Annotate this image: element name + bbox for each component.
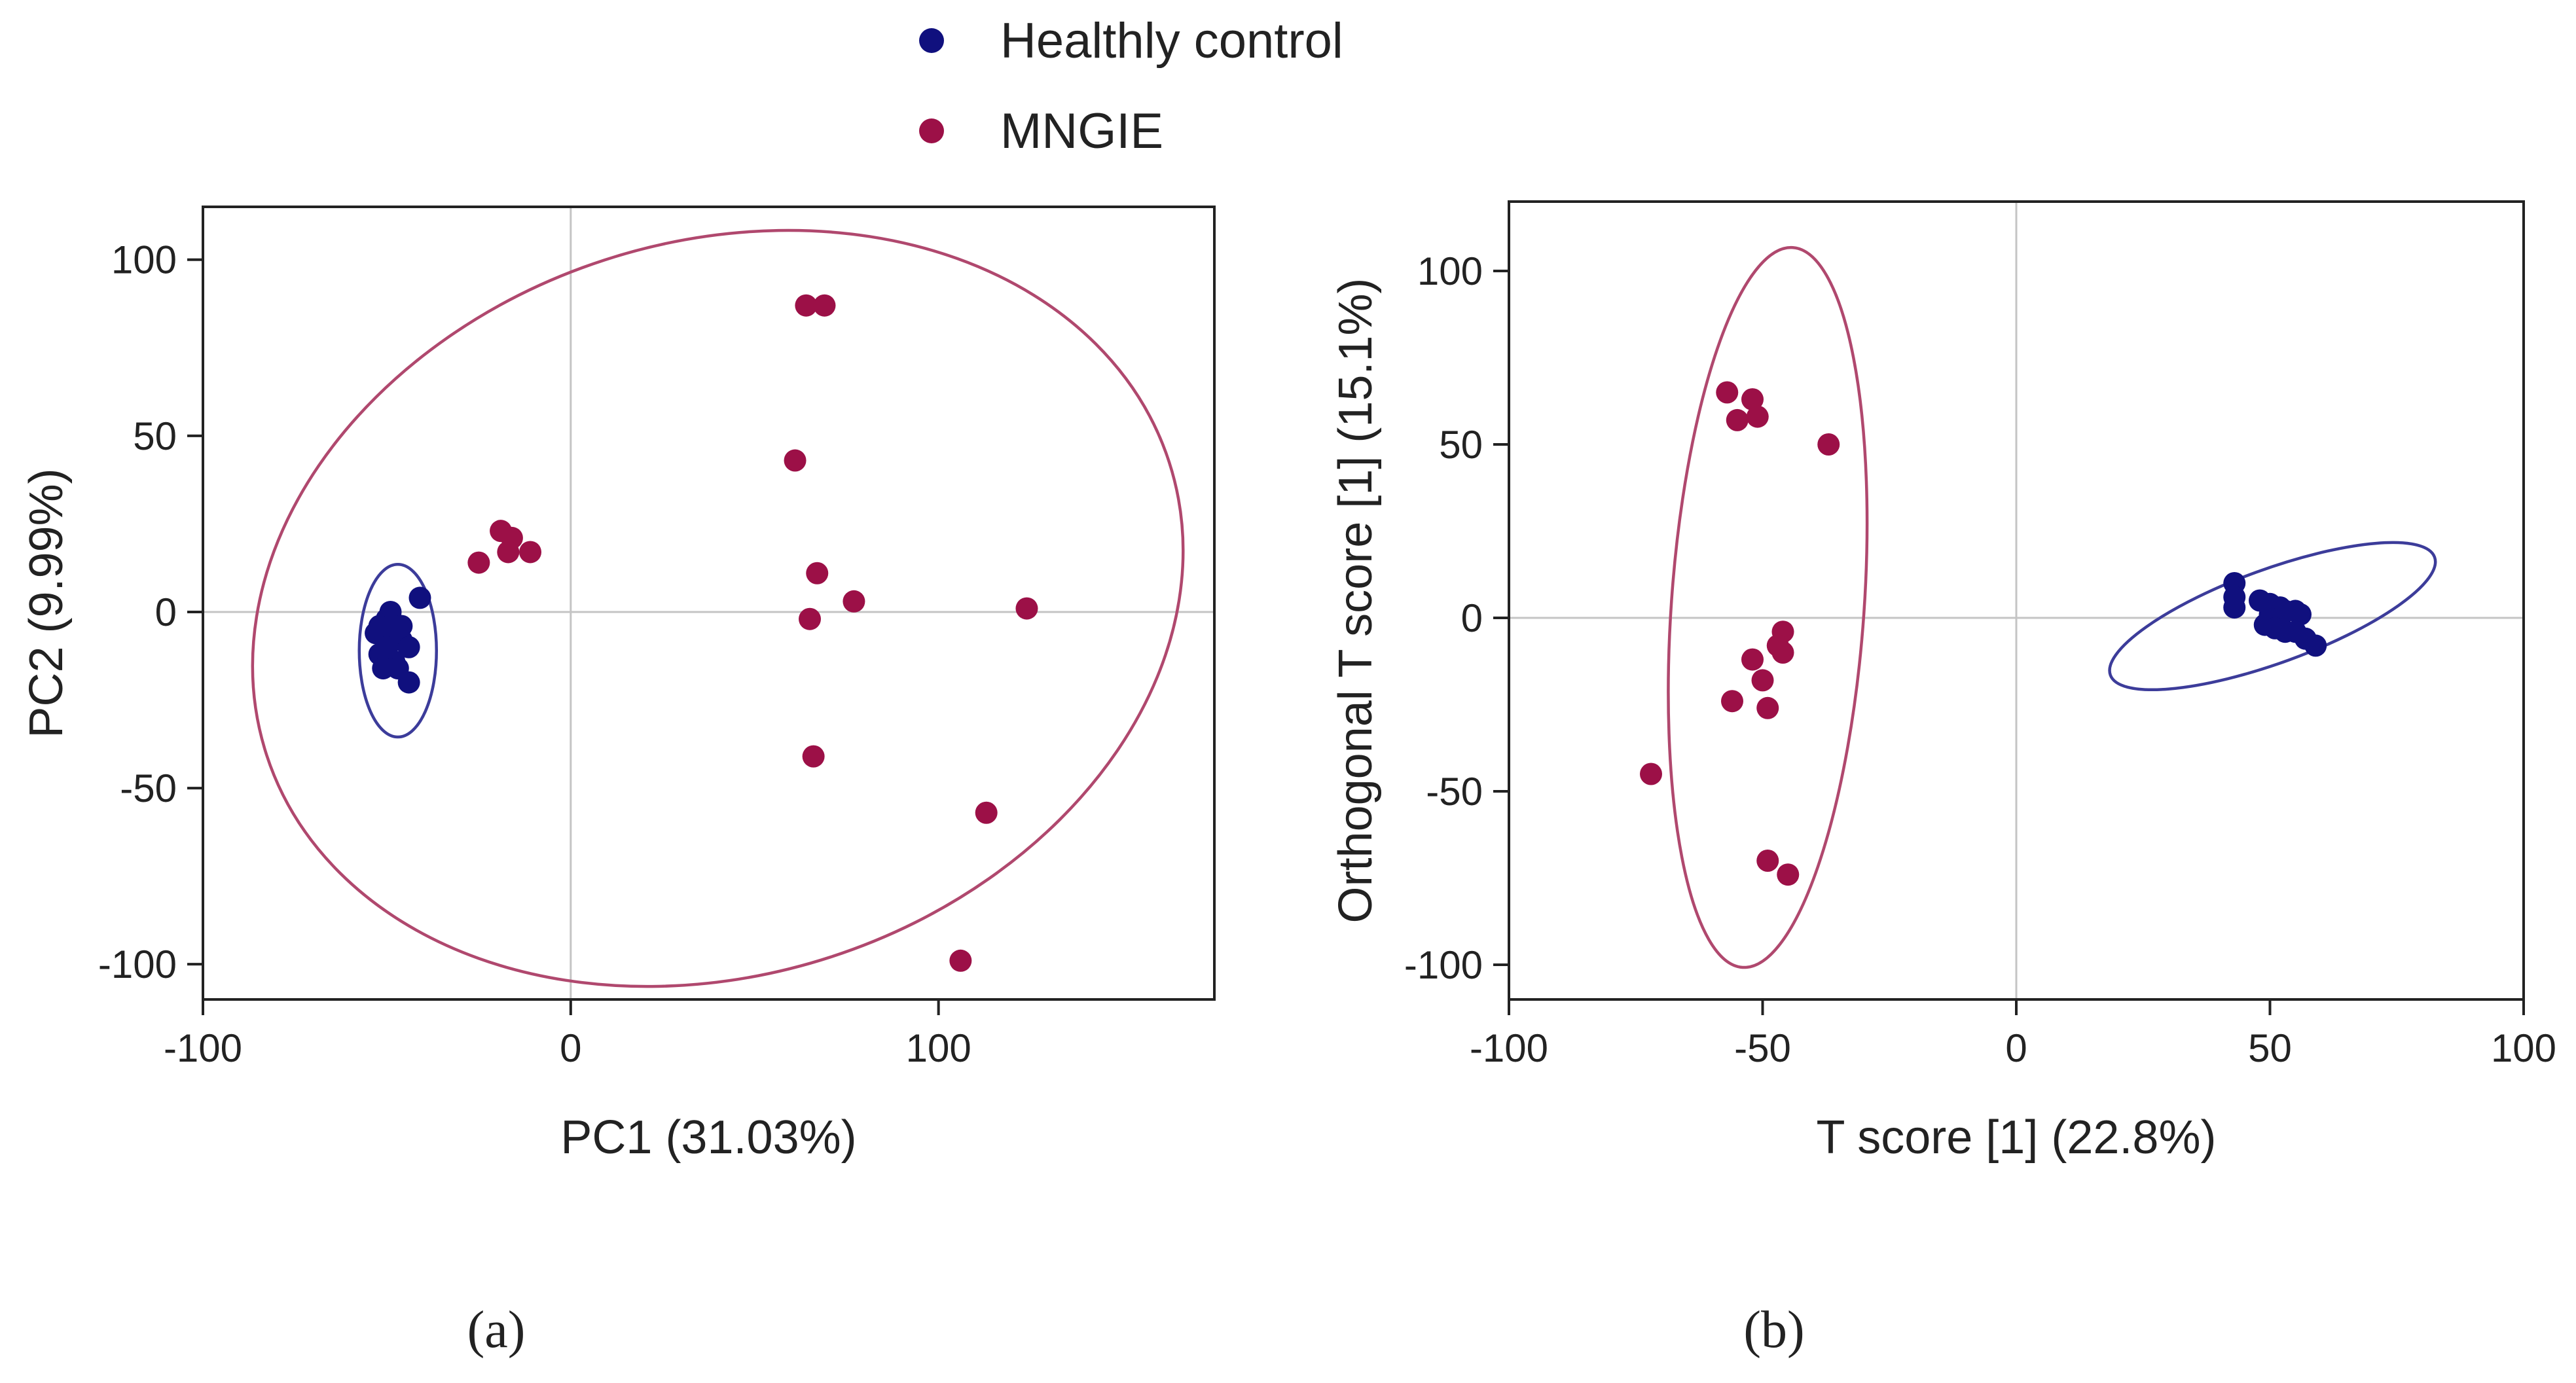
y-tick-label: 50 [133, 414, 177, 458]
x-tick-label: 50 [2248, 1026, 2292, 1070]
mngie-point [1756, 850, 1779, 872]
healthy-point [397, 671, 420, 694]
mngie-point [467, 551, 490, 574]
mngie-point [1640, 763, 1662, 785]
healthy-point [2289, 603, 2312, 626]
mngie-confidence-ellipse [1667, 245, 1869, 969]
x-axis-title: T score [1] (22.8%) [1817, 1111, 2217, 1164]
mngie-point [1741, 648, 1764, 671]
mngie-point [497, 541, 520, 564]
healthy-confidence-ellipse [2108, 541, 2437, 692]
healthy-point [397, 636, 420, 658]
y-tick-label: -50 [1426, 770, 1483, 814]
mngie-point [799, 607, 821, 630]
mngie-point [1741, 388, 1764, 411]
mngie-point [1817, 433, 1840, 456]
mngie-point [519, 541, 542, 564]
x-axis-title: PC1 (31.03%) [560, 1111, 856, 1164]
legend-mngie-marker [919, 118, 944, 143]
x-tick-label: -100 [164, 1026, 242, 1070]
healthy-point [2304, 634, 2327, 657]
x-tick-label: -50 [1734, 1026, 1791, 1070]
x-tick-label: 0 [560, 1026, 581, 1070]
healthy-confidence-ellipse [357, 563, 439, 739]
mngie-point [802, 745, 825, 768]
mngie-point [813, 294, 836, 317]
mngie-point [949, 949, 972, 972]
x-tick-label: 100 [906, 1026, 971, 1070]
y-tick-label: -100 [1404, 943, 1483, 987]
y-tick-label: 0 [155, 590, 177, 634]
healthy-point [368, 615, 391, 638]
legend: Healthly control MNGIE [919, 13, 1343, 159]
legend-healthy-marker [919, 28, 944, 53]
mngie-confidence-ellipse [251, 228, 1185, 988]
healthy-point [408, 586, 431, 609]
mngie-point [795, 294, 818, 317]
y-tick-label: 100 [1417, 249, 1483, 293]
x-tick-label: 100 [2491, 1026, 2556, 1070]
panel-a-label: (a) [467, 1301, 526, 1359]
mngie-point [1726, 408, 1749, 431]
mngie-point [1721, 690, 1743, 713]
mngie-point [806, 562, 829, 584]
panel-a-pca-score-plot: -100 0 100 -100 -50 0 50 100 PC1 (31.03%) PC2 (9.… [20, 206, 1216, 1164]
mngie-point [1771, 641, 1794, 664]
mngie-point [784, 449, 807, 472]
y-tick-label: 100 [111, 238, 177, 282]
mngie-point [1015, 597, 1038, 620]
y-tick-label: -100 [98, 943, 177, 986]
healthy-point [390, 615, 413, 638]
y-tick-label: -50 [120, 766, 177, 810]
panel-b-opls-score-plot: -100 -50 0 50 100 -100 -50 0 50 100 T score [1] (2… [1330, 200, 2556, 1164]
plot-frame [202, 206, 1216, 1001]
mngie-point [1716, 381, 1739, 404]
y-tick-label: 50 [1439, 423, 1483, 467]
mngie-point [843, 590, 865, 613]
mngie-point [1777, 863, 1800, 886]
y-tick-label: 0 [1461, 596, 1483, 640]
y-axis-title: Orthogonal T score [1] (15.1%) [1330, 278, 1382, 924]
legend-healthy-label: Healthly control [1000, 13, 1343, 69]
legend-mngie-label: MNGIE [1000, 103, 1163, 159]
mngie-point [1756, 696, 1779, 719]
y-axis-title: PC2 (9.99%) [20, 468, 73, 738]
x-tick-label: 0 [2005, 1026, 2027, 1070]
healthy-point [2223, 596, 2246, 619]
panel-b-label: (b) [1743, 1301, 1804, 1359]
mngie-point [1746, 405, 1769, 428]
x-tick-label: -100 [1470, 1026, 1548, 1070]
mngie-point [1751, 669, 1774, 692]
mngie-point [975, 801, 998, 824]
